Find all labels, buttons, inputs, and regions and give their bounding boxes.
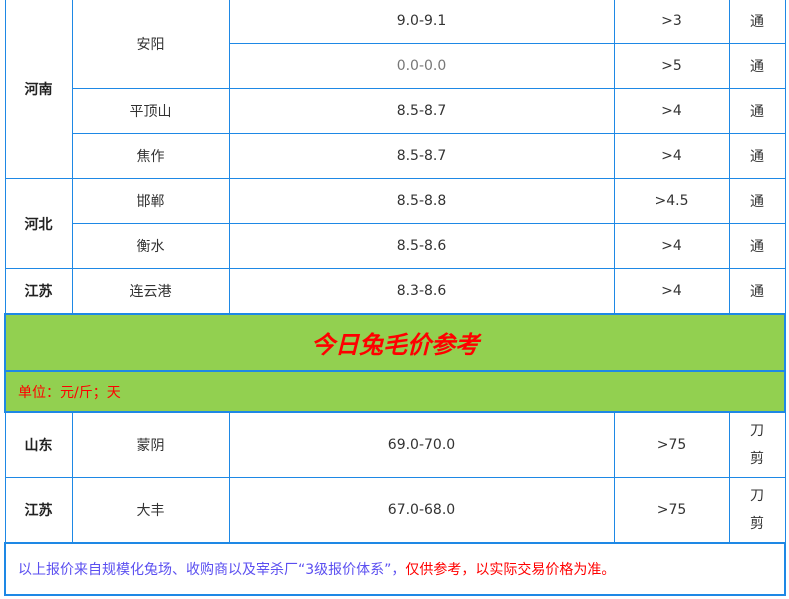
section-title: 今日兔毛价参考	[311, 331, 479, 359]
table-row: 河南 安阳 9.0-9.1 >3 通	[4, 0, 786, 179]
status-cell: 通	[728, 43, 786, 89]
weight-cell: >4	[613, 133, 730, 179]
method-cell: 刀剪	[728, 477, 786, 544]
weight-cell: >4	[613, 223, 730, 269]
city-cell: 连云港	[71, 268, 230, 315]
province-cell: 江苏	[4, 477, 73, 544]
days-cell: >75	[613, 411, 730, 478]
table-row: 平顶山 8.5-8.7 >4 通	[5, 88, 786, 134]
city-cell: 大丰	[71, 477, 230, 544]
province-cell: 河北	[4, 178, 73, 269]
city-cell: 蒙阴	[71, 411, 230, 478]
status-cell: 通	[728, 0, 786, 44]
city-cell: 焦作	[71, 133, 230, 179]
table-row: 0.0-0.0 >5 通	[5, 43, 786, 89]
city-cell: 衡水	[71, 223, 230, 269]
unit-label: 单位：元/斤；天	[4, 370, 786, 413]
province-cell: 江苏	[4, 268, 73, 315]
price-cell: 67.0-68.0	[228, 477, 615, 544]
unit-row: 单位：元/斤；天	[4, 370, 786, 413]
table-row: 焦作 8.5-8.7 >4 通	[5, 133, 786, 179]
price-cell: 8.5-8.8	[228, 178, 615, 224]
price-cell: 8.5-8.6	[228, 223, 615, 269]
price-table: 河南 安阳 9.0-9.1 >3 通 0.0-0.0 >5 通 平顶山 8.5-…	[4, 0, 786, 596]
table-row: 山东 蒙阴 69.0-70.0 >75 刀剪	[4, 411, 786, 478]
footer-row: 以上报价来自规模化兔场、收购商以及宰杀厂“3级报价体系”，仅供参考，以实际交易价…	[4, 542, 786, 596]
table-row: 河北 邯郸 8.5-8.8 >4.5 通	[4, 178, 786, 269]
province-cell: 河南	[4, 0, 73, 179]
status-cell: 通	[728, 268, 786, 315]
status-cell: 通	[728, 88, 786, 134]
weight-cell: >3	[613, 0, 730, 44]
price-cell: 69.0-70.0	[228, 411, 615, 478]
table-row: 江苏 连云港 8.3-8.6 >4 通	[4, 268, 786, 315]
status-cell: 通	[728, 133, 786, 179]
province-cell: 山东	[4, 411, 73, 478]
city-cell: 邯郸	[71, 178, 230, 224]
section-header-row: 今日兔毛价参考	[4, 313, 786, 372]
status-cell: 通	[728, 178, 786, 224]
price-cell: 8.5-8.7	[228, 133, 615, 179]
days-cell: >75	[613, 477, 730, 544]
weight-cell: >4.5	[613, 178, 730, 224]
table-row: 衡水 8.5-8.6 >4 通	[5, 223, 786, 269]
price-cell: 8.3-8.6	[228, 268, 615, 315]
table-row: 江苏 大丰 67.0-68.0 >75 刀剪	[4, 477, 786, 544]
price-cell: 0.0-0.0	[228, 43, 615, 89]
method-cell: 刀剪	[728, 411, 786, 478]
weight-cell: >4	[613, 88, 730, 134]
disclaimer-note: 仅供参考，以实际交易价格为准。	[405, 562, 616, 578]
city-cell: 平顶山	[71, 88, 230, 134]
source-note: 以上报价来自规模化兔场、收购商以及宰杀厂“3级报价体系”，	[18, 562, 406, 578]
weight-cell: >4	[613, 268, 730, 315]
status-cell: 通	[728, 223, 786, 269]
city-cell: 安阳	[71, 0, 230, 89]
price-cell: 9.0-9.1	[228, 0, 615, 44]
weight-cell: >5	[613, 43, 730, 89]
price-cell: 8.5-8.7	[228, 88, 615, 134]
